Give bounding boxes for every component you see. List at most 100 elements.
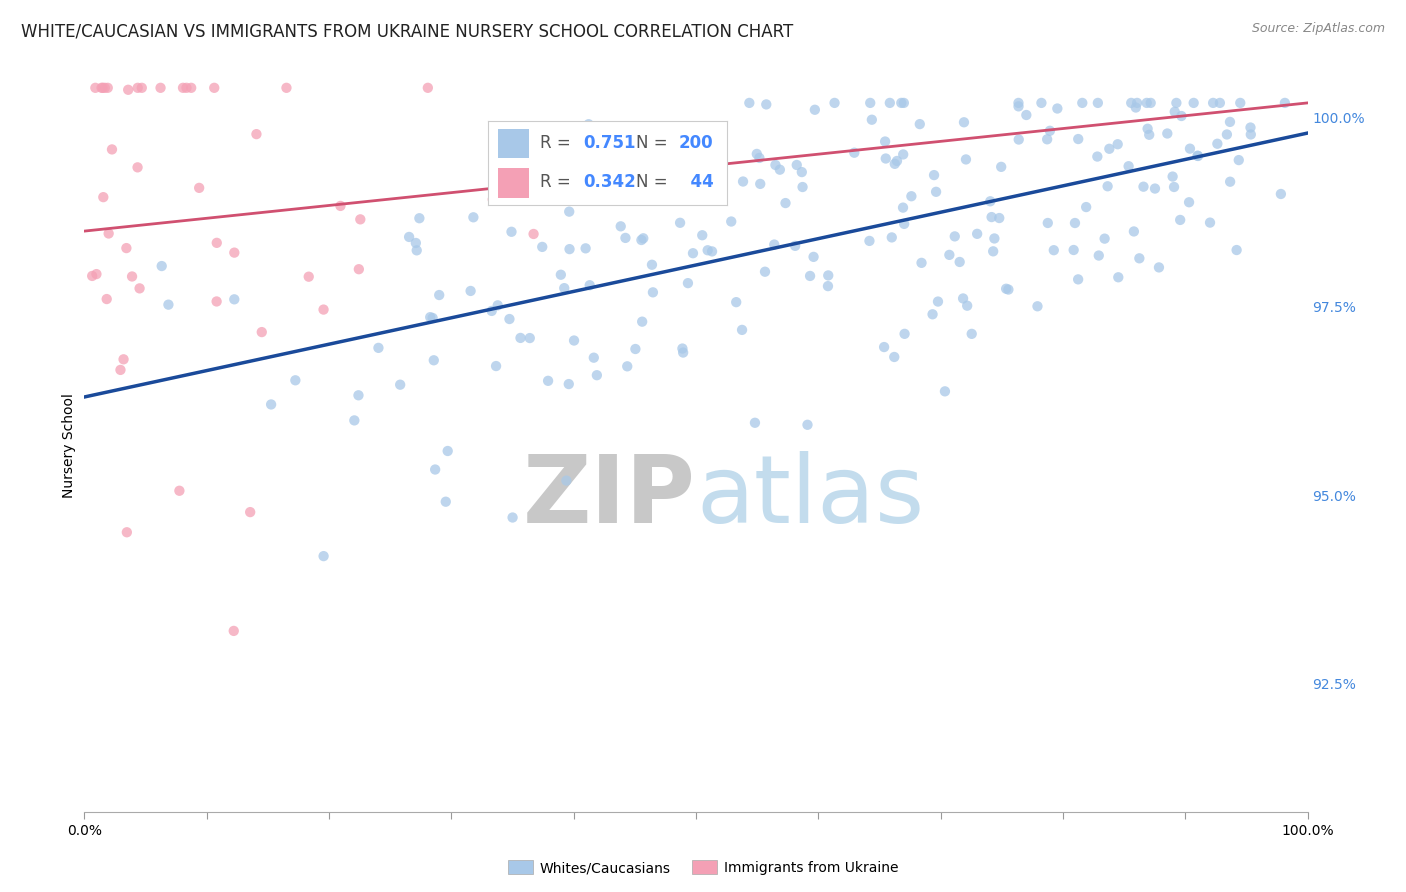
Point xyxy=(1064,216,1087,230)
Point xyxy=(799,268,821,283)
Point xyxy=(1085,150,1108,164)
Point xyxy=(633,231,655,245)
Point xyxy=(460,284,482,298)
Point xyxy=(176,80,198,95)
Point xyxy=(785,239,807,253)
Point xyxy=(1098,142,1121,156)
Point xyxy=(1202,95,1225,110)
Point xyxy=(1178,142,1201,156)
Point xyxy=(1274,95,1296,110)
Point xyxy=(690,228,713,243)
Point xyxy=(630,233,652,247)
Point xyxy=(1128,252,1150,266)
Point xyxy=(938,248,960,262)
Point xyxy=(312,549,335,563)
Point xyxy=(796,417,818,432)
Point xyxy=(1087,95,1109,110)
Point xyxy=(900,189,922,203)
Point xyxy=(239,505,262,519)
Point xyxy=(115,525,138,540)
Point xyxy=(86,267,108,281)
Point xyxy=(744,416,766,430)
Point xyxy=(312,302,335,317)
Point xyxy=(745,147,768,161)
Point xyxy=(509,331,531,345)
Point xyxy=(1132,179,1154,194)
Point xyxy=(817,268,839,283)
Point xyxy=(127,80,149,95)
Point xyxy=(367,341,389,355)
Point xyxy=(343,413,366,427)
Point xyxy=(844,145,866,160)
Point xyxy=(498,312,520,326)
Point xyxy=(886,153,908,168)
Point xyxy=(983,231,1005,245)
Point xyxy=(329,199,352,213)
Point xyxy=(222,624,245,638)
Point xyxy=(908,117,931,131)
Point xyxy=(536,156,558,170)
Point xyxy=(1036,216,1059,230)
Point xyxy=(1219,175,1241,189)
Point xyxy=(1046,102,1069,116)
Point xyxy=(817,279,839,293)
Point xyxy=(1226,243,1249,257)
Point xyxy=(955,153,977,167)
Point xyxy=(423,353,446,368)
Point xyxy=(676,276,699,290)
Point xyxy=(1163,180,1185,194)
Point xyxy=(434,494,457,508)
Point xyxy=(949,255,972,269)
Point xyxy=(1039,124,1062,138)
Point xyxy=(537,374,560,388)
Point xyxy=(875,135,897,149)
Point xyxy=(1219,115,1241,129)
Point xyxy=(990,160,1012,174)
Point xyxy=(276,80,298,95)
Point xyxy=(1087,248,1109,262)
Point xyxy=(748,151,770,165)
Point xyxy=(558,204,581,219)
Point xyxy=(1026,299,1049,313)
Point xyxy=(624,342,647,356)
Point xyxy=(769,162,792,177)
Point xyxy=(672,345,695,359)
Point xyxy=(1239,120,1261,135)
Point xyxy=(669,216,692,230)
Point xyxy=(641,258,664,272)
Point xyxy=(893,326,915,341)
Point xyxy=(858,234,880,248)
Point xyxy=(643,170,665,185)
Point xyxy=(720,214,742,228)
Point xyxy=(1164,104,1187,119)
Point xyxy=(555,474,578,488)
Point xyxy=(859,95,882,110)
Point xyxy=(1097,179,1119,194)
Point xyxy=(91,80,114,95)
Point xyxy=(1182,95,1205,110)
Point xyxy=(90,80,112,95)
Point xyxy=(284,373,307,387)
Point xyxy=(110,363,132,377)
Point xyxy=(82,268,104,283)
Point xyxy=(205,235,228,250)
Point xyxy=(879,95,901,110)
Point xyxy=(1121,95,1143,110)
Point xyxy=(927,294,949,309)
Point xyxy=(925,185,948,199)
Point xyxy=(731,323,754,337)
Point xyxy=(709,193,731,207)
Point xyxy=(593,181,616,195)
Point xyxy=(1156,127,1178,141)
Point xyxy=(623,164,645,178)
Point xyxy=(1136,95,1159,110)
Point xyxy=(1007,99,1029,113)
Point xyxy=(349,212,371,227)
Point xyxy=(347,262,370,277)
Point xyxy=(1147,260,1170,275)
Point xyxy=(956,299,979,313)
Point xyxy=(558,377,581,392)
Text: Source: ZipAtlas.com: Source: ZipAtlas.com xyxy=(1251,22,1385,36)
Point xyxy=(696,244,718,258)
Point xyxy=(952,292,974,306)
